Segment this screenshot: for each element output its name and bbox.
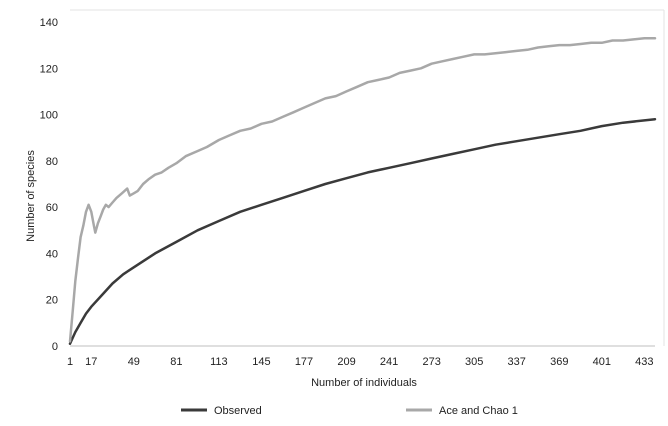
x-tick-label: 369 — [550, 356, 568, 368]
legend: Observed Ace and Chao 1 — [181, 405, 518, 417]
x-tick-label: 1 — [67, 356, 73, 368]
x-tick-label: 113 — [210, 356, 228, 368]
series-line-ace-and-chao-1 — [68, 36, 657, 343]
y-tick-label: 60 — [46, 202, 58, 214]
y-tick-label: 80 — [46, 156, 58, 168]
x-tick-label: 305 — [465, 356, 483, 368]
y-tick-label: 100 — [40, 110, 58, 122]
plot-frame — [70, 9, 665, 347]
y-axis-title: Number of species — [25, 150, 37, 242]
x-axis-ticks: 1 17 49 81 113 145 177 209 241 273 305 337 369 401 433 — [67, 356, 654, 368]
x-tick-label: 17 — [85, 356, 97, 368]
y-tick-label: 140 — [40, 17, 58, 29]
y-tick-label: 40 — [46, 248, 58, 260]
x-tick-label: 209 — [337, 356, 355, 368]
x-tick-label: 81 — [170, 356, 182, 368]
x-tick-label: 401 — [593, 356, 611, 368]
x-tick-label: 241 — [380, 356, 398, 368]
y-tick-label: 20 — [46, 295, 58, 307]
series-line-observed — [68, 117, 657, 345]
series-lines — [68, 36, 657, 345]
legend-label: Ace and Chao 1 — [439, 405, 518, 417]
x-tick-label: 177 — [295, 356, 313, 368]
y-tick-label: 120 — [40, 63, 58, 75]
x-tick-label: 433 — [635, 356, 653, 368]
x-tick-label: 145 — [252, 356, 270, 368]
y-tick-label: 0 — [52, 341, 58, 353]
x-tick-label: 337 — [508, 356, 526, 368]
x-axis-title: Number of individuals — [311, 377, 417, 389]
y-axis-ticks: 0 20 40 60 80 100 120 140 — [40, 17, 58, 353]
legend-label: Observed — [214, 405, 262, 417]
x-tick-label: 49 — [128, 356, 140, 368]
x-tick-label: 273 — [422, 356, 440, 368]
